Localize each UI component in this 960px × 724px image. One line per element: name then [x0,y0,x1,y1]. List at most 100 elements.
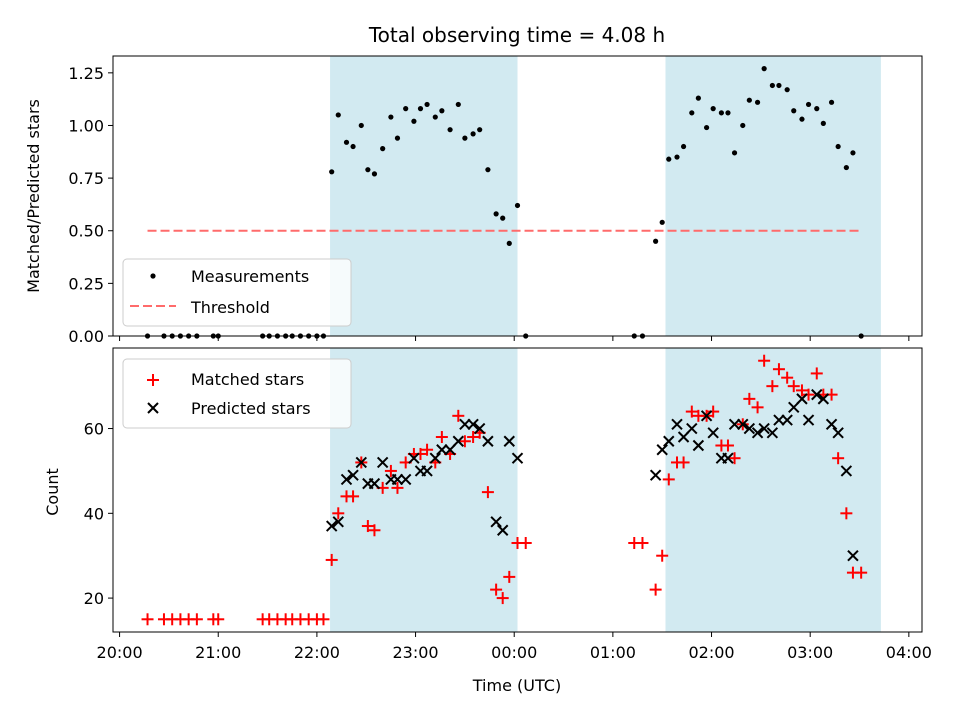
predicted-star-point [692,439,705,452]
matched-star-point [368,524,381,537]
measurement-point [343,139,350,145]
ratio-y-axis-label: Matched/Predicted stars [24,99,43,293]
matched-star-point [384,464,397,477]
predicted-star-point [459,418,471,431]
predicted-star-point [429,452,441,464]
measurement-point [417,106,424,112]
measurement-point [784,87,790,93]
matched-star-point [190,613,203,626]
measurement-point [350,143,356,150]
predicted-star-point [368,477,381,490]
count-panel: 20:00 21:00 22:00 23:00 00:00 01:00 02:00 03:00… [43,347,932,695]
measurement-point [455,101,461,108]
predicted-star-point [773,414,785,426]
measurement-point [835,143,841,150]
measurement-point [843,164,849,171]
matched-star-point [347,490,360,503]
y-tick-label: 1.00 [68,116,104,135]
matched-star-point [332,507,345,520]
matched-star-point [751,401,764,414]
matched-star-point [795,384,808,397]
measurement-point [805,101,812,108]
measurement-point [462,135,468,141]
x-axis-label: Time (UTC) [472,676,561,695]
matched-star-point [649,583,662,596]
y-tick-label: 60 [84,420,104,439]
predicted-star-point [376,456,389,469]
x-tick-label: 00:00 [491,643,537,662]
measurement-point [769,82,775,89]
measurement-point [439,108,445,114]
predicted-star-point [751,427,764,439]
measurement-point [403,106,409,112]
predicted-star-point [677,431,690,443]
predicted-star-point [325,520,338,532]
measurement-point [388,114,394,120]
predicted-star-point [796,393,808,405]
matched-star-point [743,392,756,405]
predicted-star-point [436,444,448,456]
matched-star-point [781,371,794,384]
matched-star-point [662,473,675,486]
measurement-point [666,156,672,162]
y-tick-label: 40 [84,504,104,523]
legend-predicted-label: Predicted stars [191,399,311,418]
measurement-point [411,118,417,124]
x-tick-label: 20:00 [97,643,143,662]
measurement-point [703,124,710,131]
matched-star-point [391,481,404,494]
predicted-star-point [391,473,404,486]
predicted-star-point [452,435,465,447]
measurement-point [447,127,453,133]
measurement-point [776,82,782,89]
shaded-interval [665,348,881,632]
y-tick-label: 0.00 [68,327,104,346]
chart-title: Total observing time = 4.08 h [368,23,665,47]
legend-measurements-marker [150,273,156,279]
predicted-star-point [482,435,494,447]
matched-star-point [772,363,785,376]
predicted-star-point [496,524,509,536]
predicted-star-point [490,516,502,528]
matched-star-point [503,570,516,583]
predicted-star-point [663,435,675,447]
measurement-point [493,211,499,217]
legend-measurements-label: Measurements [191,267,309,286]
measurement-point [799,116,805,122]
predicted-star-point [347,469,359,481]
predicted-star-point [700,410,713,422]
count-panel-frame [112,347,923,633]
matched-star-point [212,613,225,626]
matched-star-point [452,409,465,422]
matched-star-point [855,566,868,579]
measurement-point [761,66,767,72]
measurement-point [506,240,512,246]
predicted-star-point [649,469,662,481]
matched-star-point [685,405,698,418]
x-tick-label: 01:00 [590,643,636,662]
predicted-star-point [408,452,420,464]
measurement-point [394,135,401,141]
matched-star-point [467,431,480,444]
matched-star-point [421,443,434,456]
x-tick-label: 03:00 [787,643,833,662]
predicted-star-point [467,418,479,431]
measurement-point [358,122,364,129]
measurement-point [485,167,491,173]
predicted-star-point [781,414,793,426]
matched-star-point [677,456,690,469]
measurement-point [689,110,695,116]
matched-star-point [435,431,448,444]
matched-star-point [141,613,154,626]
predicted-star-point [832,427,844,439]
measurement-point [695,95,701,101]
predicted-star-point [817,393,830,405]
x-tick-label: 04:00 [886,643,932,662]
predicted-star-point [656,444,668,456]
x-tick-label: 22:00 [294,643,340,662]
matched-star-point [758,354,771,367]
count-y-axis-label: Count [43,468,62,516]
measurement-point [659,219,665,225]
matched-star-point [636,536,649,549]
measurement-point [710,106,716,112]
